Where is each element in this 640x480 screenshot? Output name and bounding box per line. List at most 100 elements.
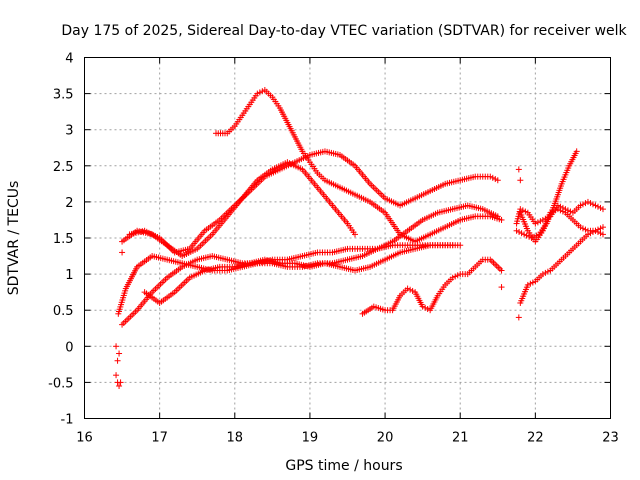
data-point (513, 227, 520, 234)
data-point (422, 304, 429, 311)
data-point (582, 226, 589, 233)
y-tick-label: -1 (61, 413, 74, 428)
data-point (599, 224, 606, 231)
x-tick-label: 23 (602, 431, 619, 446)
data-point (256, 89, 263, 96)
x-tick-label: 16 (76, 431, 93, 446)
series-arc-h (513, 198, 606, 227)
data-point (518, 230, 525, 237)
data-point (409, 287, 416, 294)
grid (84, 57, 611, 419)
series-arc-b (119, 202, 501, 328)
data-point (599, 206, 606, 213)
series-arc-e (141, 242, 464, 306)
y-tick-label: 1.5 (53, 232, 74, 247)
data-point (549, 208, 556, 215)
data-point (589, 201, 596, 208)
data-point (577, 224, 584, 231)
data-point (516, 228, 523, 235)
data-point (577, 202, 584, 209)
x-axis-label: GPS time / hours (285, 458, 402, 474)
series-arc-g (359, 256, 505, 317)
data-point (119, 249, 126, 256)
y-tick-label: 3 (65, 124, 73, 139)
data-point (592, 202, 599, 209)
x-tick-label: 21 (452, 431, 469, 446)
data-point (542, 269, 549, 276)
y-tick-label: 3.5 (53, 88, 74, 103)
data-point (419, 303, 426, 310)
data-point (599, 231, 606, 238)
data-point (552, 207, 559, 214)
series-arc-f (213, 86, 505, 245)
plot-frame (84, 57, 611, 419)
series-outliers (113, 166, 524, 390)
series-arc-j (517, 224, 606, 306)
data-points (113, 86, 606, 390)
y-tick-label: 2.5 (53, 160, 74, 175)
data-point (587, 200, 594, 207)
data-point (492, 176, 499, 183)
data-point (449, 274, 456, 281)
x-tick-label: 22 (527, 431, 544, 446)
data-point (529, 279, 536, 286)
data-point (594, 228, 601, 235)
data-point (498, 284, 505, 291)
data-point (532, 220, 539, 227)
y-tick-label: 4 (65, 52, 73, 67)
data-point (452, 273, 459, 280)
data-point (544, 268, 551, 275)
data-point (117, 379, 124, 386)
x-tick-label: 18 (227, 431, 244, 446)
data-point (515, 166, 522, 173)
y-tick-label: -0.5 (48, 376, 73, 391)
data-point (521, 231, 528, 238)
x-tick-labels: 16 17 18 19 20 21 22 23 (76, 431, 619, 446)
data-point (114, 357, 121, 364)
data-point (534, 219, 541, 226)
data-point (527, 280, 534, 287)
data-point (524, 281, 531, 288)
data-point (592, 227, 599, 234)
y-axis-label: SDTVAR / TECUs (6, 181, 22, 296)
y-tick-label: 0.5 (53, 304, 74, 319)
data-point (515, 314, 522, 321)
data-point (404, 285, 411, 292)
data-point (113, 372, 120, 379)
data-point (522, 208, 529, 215)
data-point (259, 88, 266, 95)
data-point (407, 286, 414, 293)
data-point (582, 200, 589, 207)
series-arc-k (517, 206, 606, 245)
data-point (498, 267, 505, 274)
data-point (489, 174, 496, 181)
data-point (539, 271, 546, 278)
data-point (517, 177, 524, 184)
data-point (597, 204, 604, 211)
y-tick-label: 0 (65, 340, 73, 355)
data-point (494, 177, 501, 184)
data-point (547, 209, 554, 216)
x-tick-label: 17 (151, 431, 168, 446)
y-tick-labels: -1 -0.5 0 0.5 1 1.5 2 2.5 3 3.5 4 (48, 52, 73, 428)
y-tick-label: 2 (65, 196, 73, 211)
series-arc-d (119, 159, 359, 260)
data-point (579, 225, 586, 232)
data-point (116, 383, 123, 390)
data-point (597, 230, 604, 237)
data-point (559, 208, 566, 215)
series-arc-i (513, 148, 580, 241)
data-point (457, 242, 464, 249)
data-point (554, 206, 561, 213)
data-point (487, 173, 494, 180)
data-point (498, 216, 505, 223)
x-tick-label: 19 (302, 431, 319, 446)
data-point (573, 148, 580, 155)
data-point (557, 207, 564, 214)
data-point (537, 218, 544, 225)
data-point (352, 231, 359, 238)
data-point (584, 198, 591, 205)
data-point (594, 203, 601, 210)
data-point (454, 272, 461, 279)
